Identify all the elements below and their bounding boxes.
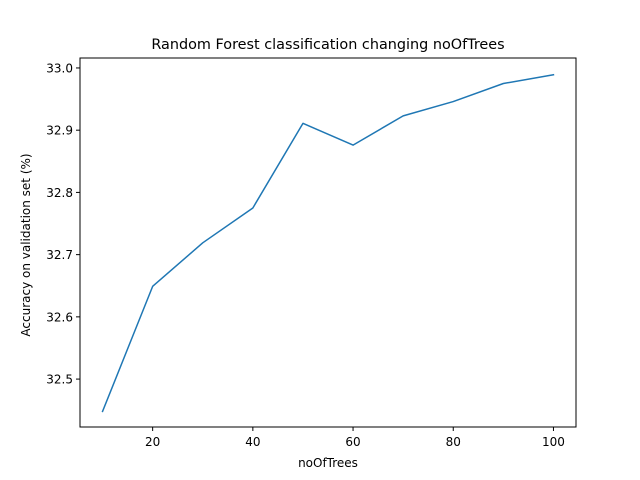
plot-area: [79, 57, 577, 428]
x-tick-label: 60: [345, 435, 360, 449]
y-tick-label: 32.5: [46, 373, 73, 387]
y-tick-label: 32.9: [46, 124, 73, 138]
y-tick-label: 32.8: [46, 186, 73, 200]
x-tick-label: 100: [542, 435, 565, 449]
series-line-0: [101, 73, 555, 413]
x-tick-label: 40: [245, 435, 260, 449]
x-tick-label: 80: [446, 435, 461, 449]
chart-title: Random Forest classification changing no…: [151, 37, 504, 53]
axes-frame: [79, 57, 577, 428]
x-axis: 20 40 60 80 100: [145, 427, 565, 449]
x-tick-label: 20: [145, 435, 160, 449]
y-axis-label: Accuracy on validation set (%): [19, 153, 33, 336]
y-tick-label: 32.7: [46, 248, 73, 262]
y-tick-label: 32.6: [46, 310, 73, 324]
y-tick-label: 33.0: [46, 61, 73, 75]
x-axis-label: noOfTrees: [298, 456, 358, 470]
y-axis: 32.5 32.6 32.7 32.8 32.9 33.0: [46, 61, 80, 387]
